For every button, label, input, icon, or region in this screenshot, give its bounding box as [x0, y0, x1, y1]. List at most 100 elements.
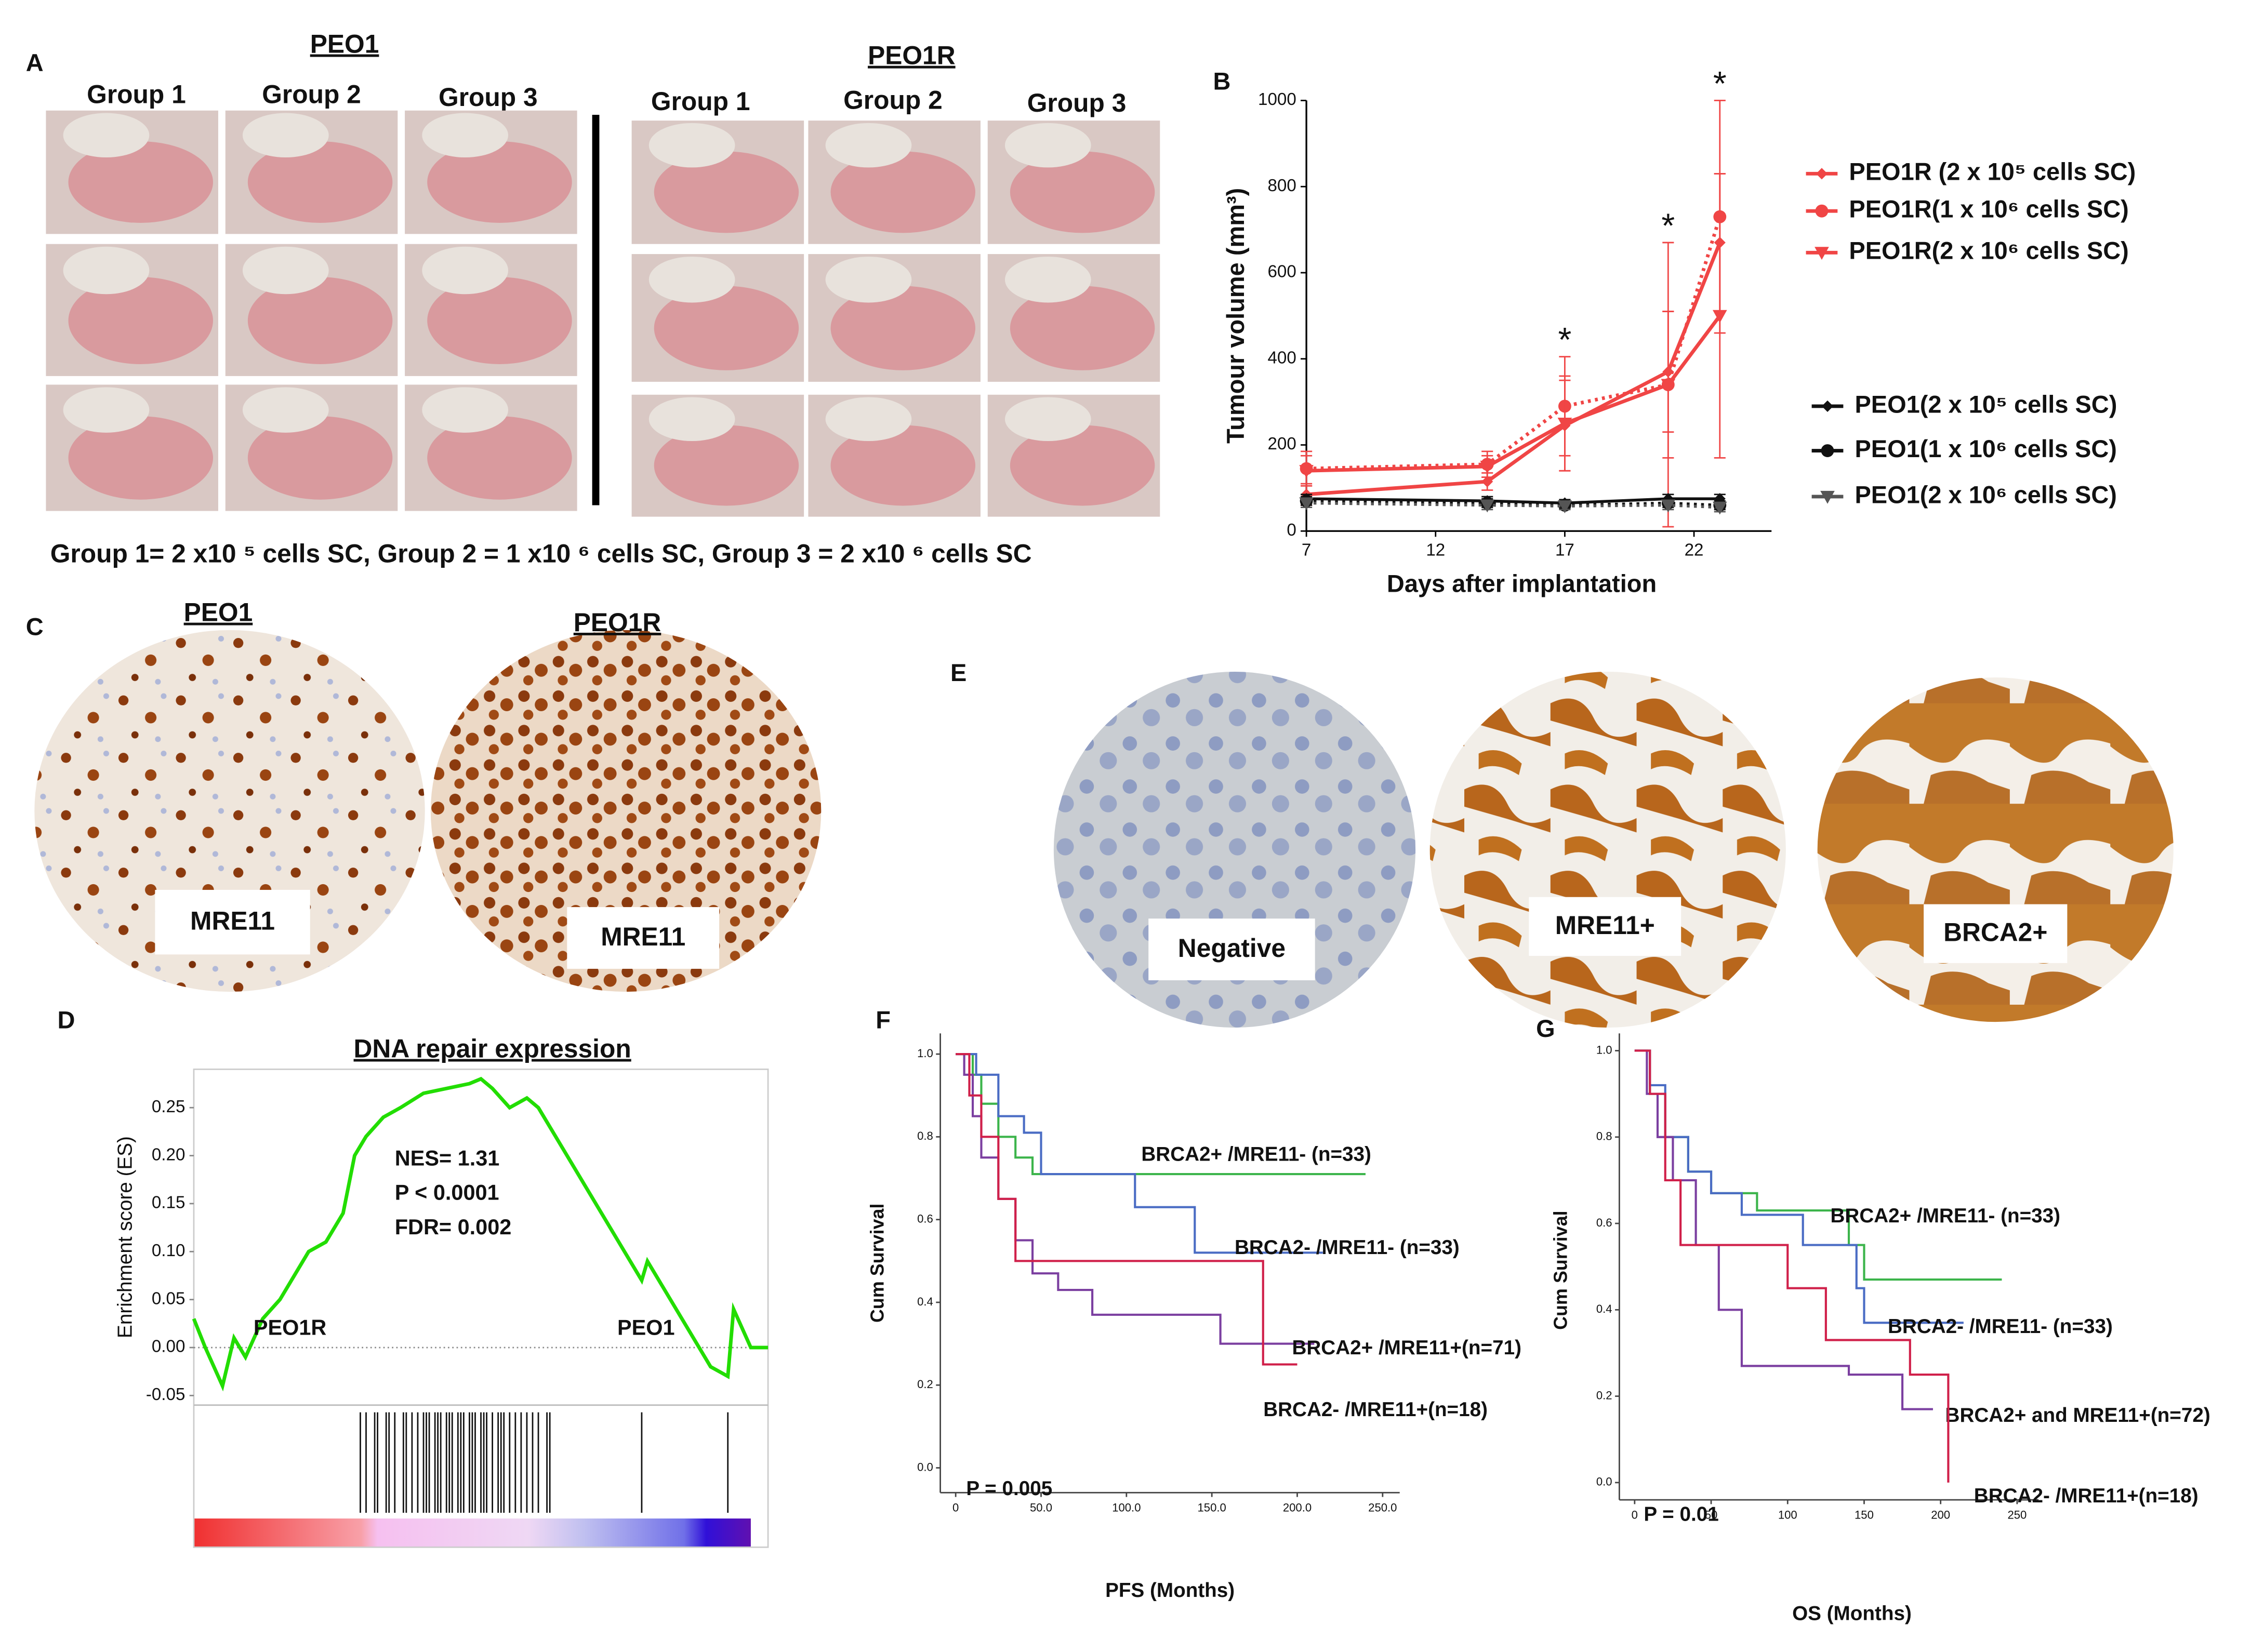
y-tick-label: 800: [1267, 176, 1296, 195]
chart-title: DNA repair expression: [354, 1034, 631, 1063]
curve-label: BRCA2- /MRE11+(n=18): [1263, 1398, 1488, 1421]
curve-label: BRCA2+ /MRE11+(n=71): [1292, 1337, 1521, 1359]
y-axis-label: Cum Survival: [866, 1204, 888, 1323]
photo-mouse: [1010, 151, 1155, 233]
group-label: Group 2: [262, 79, 361, 109]
x-axis-label: PFS (Months): [1105, 1579, 1235, 1602]
photo-hand: [422, 387, 509, 433]
label-box: [567, 907, 720, 969]
group-label: Group 1: [651, 87, 750, 116]
x-tick-label: 12: [1426, 541, 1445, 560]
photo-mouse: [830, 151, 976, 233]
panel-letter: D: [58, 1006, 75, 1034]
x-tick-label: 250.0: [1368, 1501, 1397, 1514]
photo-hand: [242, 387, 329, 433]
curve-label: BRCA2+ /MRE11- (n=33): [1141, 1143, 1371, 1165]
marker: [1815, 247, 1829, 260]
header: PEO1R: [574, 608, 661, 637]
marker: [1661, 379, 1676, 392]
rank-bar: [193, 1518, 751, 1548]
photo-hand: [63, 246, 150, 295]
photo-hand: [1004, 256, 1091, 303]
photo-mouse: [247, 277, 393, 365]
marker: [1557, 500, 1572, 513]
legend-label: PEO1R(1 x 10⁶ cells SC): [1849, 195, 2128, 223]
group-label: PEO1: [617, 1315, 675, 1339]
y-tick-label: 0.4: [1596, 1302, 1612, 1315]
y-tick-label: 0.20: [152, 1145, 186, 1164]
photo-hand: [242, 246, 329, 295]
y-tick-label: 1000: [1258, 90, 1296, 109]
panel-letter: C: [26, 613, 44, 641]
photo-mouse: [427, 277, 572, 365]
caption: Group 1= 2 x10 ⁵ cells SC, Group 2 = 1 x…: [50, 539, 1032, 568]
photo-hand: [825, 256, 912, 303]
y-tick-label: 1.0: [917, 1047, 933, 1060]
photo-hand: [422, 246, 509, 295]
x-tick-label: 200.0: [1283, 1501, 1312, 1514]
photo-hand: [648, 397, 735, 442]
photo-hand: [648, 123, 735, 168]
y-tick-label: 0.8: [1596, 1130, 1612, 1143]
x-tick-label: 250: [2007, 1508, 2027, 1521]
y-tick-label: 600: [1267, 262, 1296, 282]
x-tick-label: 7: [1302, 541, 1311, 560]
es-curve: [192, 1076, 769, 1392]
ihc-label: Negative: [1178, 934, 1286, 963]
label-box: [1529, 897, 1681, 956]
x-tick-label: 150.0: [1198, 1501, 1226, 1514]
marker: [1661, 499, 1676, 513]
photo-hand: [1004, 123, 1091, 168]
x-tick-label: 0: [952, 1501, 959, 1514]
y-tick-label: 0.0: [1596, 1475, 1612, 1488]
group-label: Group 1: [87, 79, 186, 109]
x-tick-label: 100.0: [1112, 1501, 1141, 1514]
stat-label: NES= 1.31: [395, 1145, 500, 1170]
label-box: [1924, 904, 2068, 963]
panel-letter: F: [876, 1006, 891, 1034]
ihc-core: [430, 630, 822, 992]
legend-label: PEO1(2 x 10⁵ cells SC): [1855, 390, 2117, 418]
panel-letter: B: [1213, 68, 1231, 95]
group-label: Group 3: [1027, 88, 1127, 117]
photo-hand: [63, 387, 150, 433]
photo-hand: [1004, 397, 1091, 442]
marker: [1480, 460, 1495, 474]
x-tick-label: 50: [1705, 1508, 1718, 1521]
ihc-core: [1817, 677, 2174, 1022]
curve-label: BRCA2- /MRE11- (n=33): [1235, 1236, 1460, 1259]
marker: [1299, 465, 1314, 478]
y-axis-label: Cum Survival: [1550, 1210, 1571, 1329]
y-tick-label: 0.6: [917, 1212, 933, 1225]
curve-label: BRCA2- /MRE11+(n=18): [1974, 1485, 2199, 1507]
panel-letter: E: [950, 659, 966, 686]
marker: [1820, 490, 1835, 504]
survival-curve: [956, 1053, 1323, 1254]
stat-label: FDR= 0.002: [395, 1215, 512, 1239]
x-tick-label: 50.0: [1030, 1501, 1052, 1514]
header: PEO1: [184, 598, 253, 627]
ihc-core: [1053, 672, 1416, 1028]
photo-mouse: [830, 286, 976, 370]
survival-curve: [956, 1053, 1366, 1176]
x-tick-label: 17: [1555, 541, 1574, 560]
legend-label: PEO1R(2 x 10⁶ cells SC): [1849, 237, 2128, 264]
photo-hand: [825, 397, 912, 442]
marker: [1557, 417, 1572, 431]
y-tick-label: 400: [1267, 348, 1296, 367]
legend-label: PEO1(1 x 10⁶ cells SC): [1855, 435, 2116, 462]
marker: [1480, 499, 1495, 513]
group-label: Group 2: [843, 85, 943, 114]
y-tick-label: 0: [1287, 521, 1296, 540]
header: PEO1R: [868, 41, 956, 70]
group-label: Group 3: [439, 83, 538, 112]
photo-mouse: [654, 425, 799, 506]
ihc-label: MRE11: [601, 922, 685, 951]
significance: *: [1661, 207, 1675, 245]
photo-mouse: [68, 416, 213, 500]
plot-frame: [193, 1068, 769, 1548]
marker: [1821, 444, 1834, 457]
ihc-label: MRE11+: [1555, 911, 1655, 940]
curve-label: BRCA2+ /MRE11- (n=33): [1831, 1205, 2061, 1227]
